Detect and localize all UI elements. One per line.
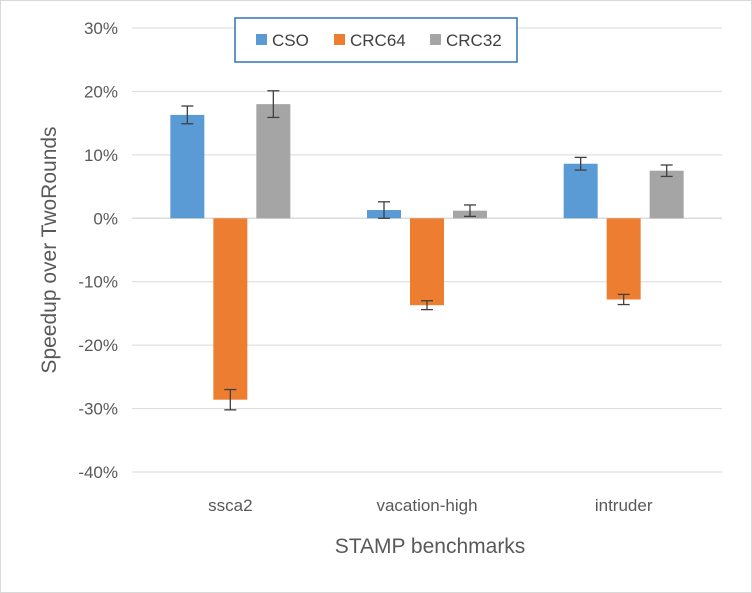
- y-tick-label: -40%: [78, 463, 118, 482]
- bar-cso-intruder: [563, 163, 598, 219]
- legend-box: [234, 17, 518, 63]
- bar-crc32-ssca2: [256, 104, 291, 219]
- y-tick-label: -20%: [78, 336, 118, 355]
- legend-swatch-crc64: [334, 34, 345, 45]
- bar-crc64-ssca2: [213, 218, 248, 400]
- x-tick-label: vacation-high: [376, 496, 477, 515]
- y-axis-tick-labels: 30% 20% 10% 0% -10% -20% -30% -40%: [78, 19, 118, 482]
- bar-crc64-intruder: [606, 218, 641, 300]
- bar-cso-ssca2: [170, 114, 205, 219]
- x-tick-label: intruder: [595, 496, 653, 515]
- legend-label-crc64: CRC64: [350, 31, 406, 50]
- y-tick-label: 10%: [84, 146, 118, 165]
- legend-label-cso: CSO: [272, 31, 309, 50]
- legend: CSO CRC64 CRC32: [234, 17, 518, 63]
- y-tick-label: -30%: [78, 400, 118, 419]
- legend-swatch-crc32: [430, 34, 441, 45]
- x-axis-title: STAMP benchmarks: [335, 535, 526, 558]
- bars: [170, 104, 684, 400]
- legend-label-crc32: CRC32: [446, 31, 502, 50]
- x-axis-tick-labels: ssca2 vacation-high intruder: [208, 496, 653, 515]
- y-tick-label: 30%: [84, 19, 118, 38]
- y-axis-title: Speedup over TwoRounds: [38, 126, 61, 373]
- y-tick-label: 20%: [84, 82, 118, 101]
- legend-swatch-cso: [256, 34, 267, 45]
- bar-crc32-intruder: [649, 170, 684, 219]
- error-bars: [181, 90, 673, 411]
- y-tick-label: -10%: [78, 273, 118, 292]
- y-tick-label: 0%: [93, 209, 118, 228]
- bar-crc64-vacation-high: [410, 218, 444, 306]
- x-tick-label: ssca2: [208, 496, 252, 515]
